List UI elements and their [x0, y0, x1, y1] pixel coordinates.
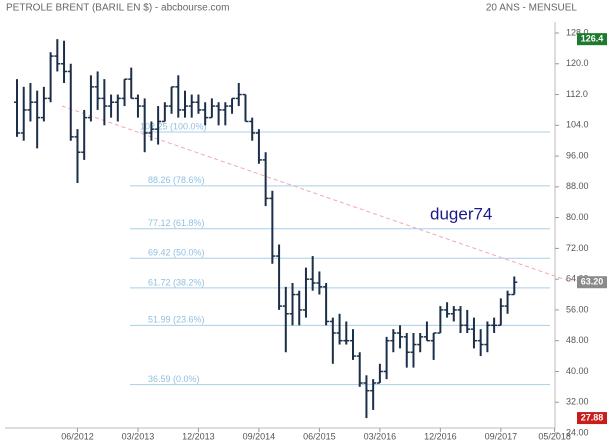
- y-tick-label: 56.00: [566, 304, 589, 314]
- y-tick-label: 24.00: [566, 427, 589, 437]
- price-badge-label: 63.20: [581, 277, 604, 287]
- trend-line: [61, 105, 573, 283]
- x-tick-label: 12/2013: [182, 431, 215, 441]
- y-tick-label: 32.00: [566, 397, 589, 407]
- fib-label: 51.99 (23.6%): [148, 315, 205, 325]
- fib-label: 61.72 (38.2%): [148, 277, 205, 287]
- y-tick-label: 48.00: [566, 335, 589, 345]
- y-tick-label: 80.00: [566, 212, 589, 222]
- fib-label: 69.42 (50.0%): [148, 248, 205, 258]
- x-tick-label: 09/2017: [485, 431, 518, 441]
- y-tick-label: 104.0: [566, 120, 589, 130]
- price-badge: [577, 33, 607, 46]
- x-tick-label: 05/2018: [538, 431, 571, 441]
- y-tick-label: 72.00: [566, 243, 589, 253]
- y-tick-label: 88.00: [566, 181, 589, 191]
- y-tick-label: 128.0: [566, 27, 589, 37]
- y-tick-label: 40.00: [566, 366, 589, 376]
- x-tick-label: 12/2016: [424, 431, 457, 441]
- x-tick-label: 06/2012: [61, 431, 94, 441]
- chart-subtitle: 20 ANS - MENSUEL: [486, 3, 578, 14]
- x-tick-label: 03/2013: [122, 431, 155, 441]
- x-tick-label: 06/2015: [303, 431, 336, 441]
- fib-label: 88.26 (78.6%): [148, 175, 205, 185]
- price-badge-label: 27.88: [581, 412, 604, 422]
- y-tick-label: 120.0: [566, 58, 589, 68]
- chart-title: PETROLE BRENT (BARIL EN $) - abcbourse.c…: [6, 3, 229, 14]
- x-tick-label: 09/2014: [243, 431, 276, 441]
- y-tick-label: 112.0: [566, 89, 588, 99]
- y-tick-label: 96.00: [566, 150, 589, 160]
- fib-label: 77.12 (61.8%): [148, 218, 205, 228]
- fib-label: 102.25 (100.0%): [140, 121, 207, 131]
- x-tick-label: 03/2016: [364, 431, 397, 441]
- fib-label: 36.59 (0.0%): [148, 374, 200, 384]
- annotation: duger74: [430, 204, 492, 223]
- price-badge: [577, 276, 607, 289]
- price-badge: [577, 412, 607, 425]
- price-badge-label: 126.4: [581, 34, 604, 44]
